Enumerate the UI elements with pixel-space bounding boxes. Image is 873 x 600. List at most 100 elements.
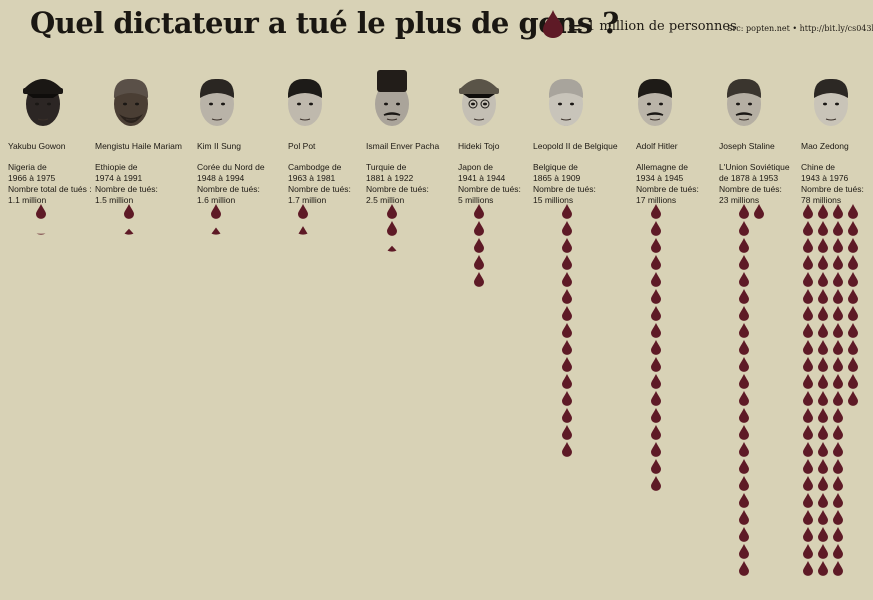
drop-mark (211, 204, 221, 219)
drop-mark (818, 425, 828, 440)
drop-mark (739, 408, 749, 423)
drop-mark (818, 340, 828, 355)
drop-mark (818, 306, 828, 321)
drop-mark (803, 391, 813, 406)
dictator-info: Corée du Nord de 1948 à 1994 Nombre de tué… (197, 162, 265, 206)
dictator-name: Kim II Sung (197, 141, 241, 151)
period-line: 1865 à 1909 (533, 173, 581, 183)
drop-mark (739, 238, 749, 253)
partial-drop-mark (298, 226, 308, 235)
dictator-name: Pol Pot (288, 141, 316, 151)
dictator-name: Leopold II de Belgique (533, 141, 618, 151)
period-line: 1943 à 1976 (801, 173, 849, 183)
drop-mark (848, 374, 858, 389)
drop-mark (298, 204, 308, 219)
kills-value: 1.1 million (8, 195, 47, 205)
portrait (716, 66, 772, 141)
drop-mark (739, 374, 749, 389)
drop-mark (651, 476, 661, 491)
country-line: Allemagne de (636, 162, 688, 172)
portrait-icon (113, 78, 149, 126)
drop-mark (818, 221, 828, 236)
country-line: Cambodge de (288, 162, 342, 172)
drop-mark (833, 255, 843, 270)
drops-group (562, 204, 572, 457)
drops-group (124, 204, 134, 235)
drop-mark (833, 221, 843, 236)
partial-drop-mark (36, 233, 46, 235)
drop-mark (739, 272, 749, 287)
drop-mark (803, 204, 813, 219)
drop-mark (739, 561, 749, 576)
drop-mark (651, 306, 661, 321)
kills-value: 5 millions (458, 195, 494, 205)
drop-mark (833, 442, 843, 457)
drop-mark (562, 374, 572, 389)
drop-mark (562, 408, 572, 423)
period-line: 1974 à 1991 (95, 173, 143, 183)
kills-label: Nombre de tués: (719, 184, 782, 194)
drops-group (651, 204, 661, 491)
drop-mark (651, 255, 661, 270)
drop-mark (651, 459, 661, 474)
drop-mark (848, 357, 858, 372)
drop-mark (36, 204, 46, 219)
kills-label: Nombre total de tués : (8, 184, 92, 194)
country-line: Chine de (801, 162, 836, 172)
portrait-icon (23, 79, 63, 126)
kills-value: 78 millions (801, 195, 842, 205)
partial-drop-mark (124, 228, 134, 235)
drop-mark (739, 459, 749, 474)
drop-mark (803, 357, 813, 372)
drop-mark (818, 272, 828, 287)
country-line: Ethiopie de (95, 162, 138, 172)
portrait-icon (199, 78, 235, 126)
dictator-info: Japon de 1941 à 1944 Nombre de tués: 5 mill… (458, 162, 521, 206)
drop-mark (848, 391, 858, 406)
drop-mark (803, 238, 813, 253)
country-line: Corée du Nord de (197, 162, 265, 172)
period-line: 1963 à 1981 (288, 173, 336, 183)
portrait (103, 66, 159, 141)
drop-mark (833, 306, 843, 321)
drop-mark (803, 323, 813, 338)
drop-mark (651, 408, 661, 423)
drop-mark (474, 255, 484, 270)
drop-mark (562, 221, 572, 236)
drop-mark (387, 204, 397, 219)
partial-drop-mark (211, 227, 221, 235)
portrait (15, 66, 71, 141)
drop-mark (739, 357, 749, 372)
drop-mark (833, 391, 843, 406)
drop-mark (739, 442, 749, 457)
blood-drop-icon (543, 10, 563, 38)
drop-mark (651, 238, 661, 253)
drop-mark (803, 340, 813, 355)
drops-group (298, 204, 308, 235)
drop-mark (562, 204, 572, 219)
period-line: 1941 à 1944 (458, 173, 506, 183)
kills-value: 15 millions (533, 195, 574, 205)
legend: = 1 million de personnes (543, 10, 737, 43)
country-line: Belgique de (533, 162, 578, 172)
source-credit: Src: popten.net • http://bit.ly/cs043b (727, 24, 873, 33)
drop-mark (848, 238, 858, 253)
drop-mark (818, 561, 828, 576)
kills-value: 2.5 million (366, 195, 405, 205)
drop-mark (818, 544, 828, 559)
drop-mark (562, 255, 572, 270)
drop-mark (562, 391, 572, 406)
drop-mark (833, 510, 843, 525)
dictator-info: Ethiopie de 1974 à 1991 Nombre de tués: 1.5… (95, 162, 158, 206)
drop-mark (833, 204, 843, 219)
kills-label: Nombre de tués: (288, 184, 351, 194)
drop-mark (803, 442, 813, 457)
drop-mark (848, 289, 858, 304)
portrait (189, 66, 245, 141)
drop-mark (833, 323, 843, 338)
drop-mark (562, 442, 572, 457)
drop-mark (818, 204, 828, 219)
kills-label: Nombre de tués: (366, 184, 429, 194)
drop-mark (739, 306, 749, 321)
dictator-info: Nigeria de 1966 à 1975 Nombre total de tué… (8, 162, 92, 206)
